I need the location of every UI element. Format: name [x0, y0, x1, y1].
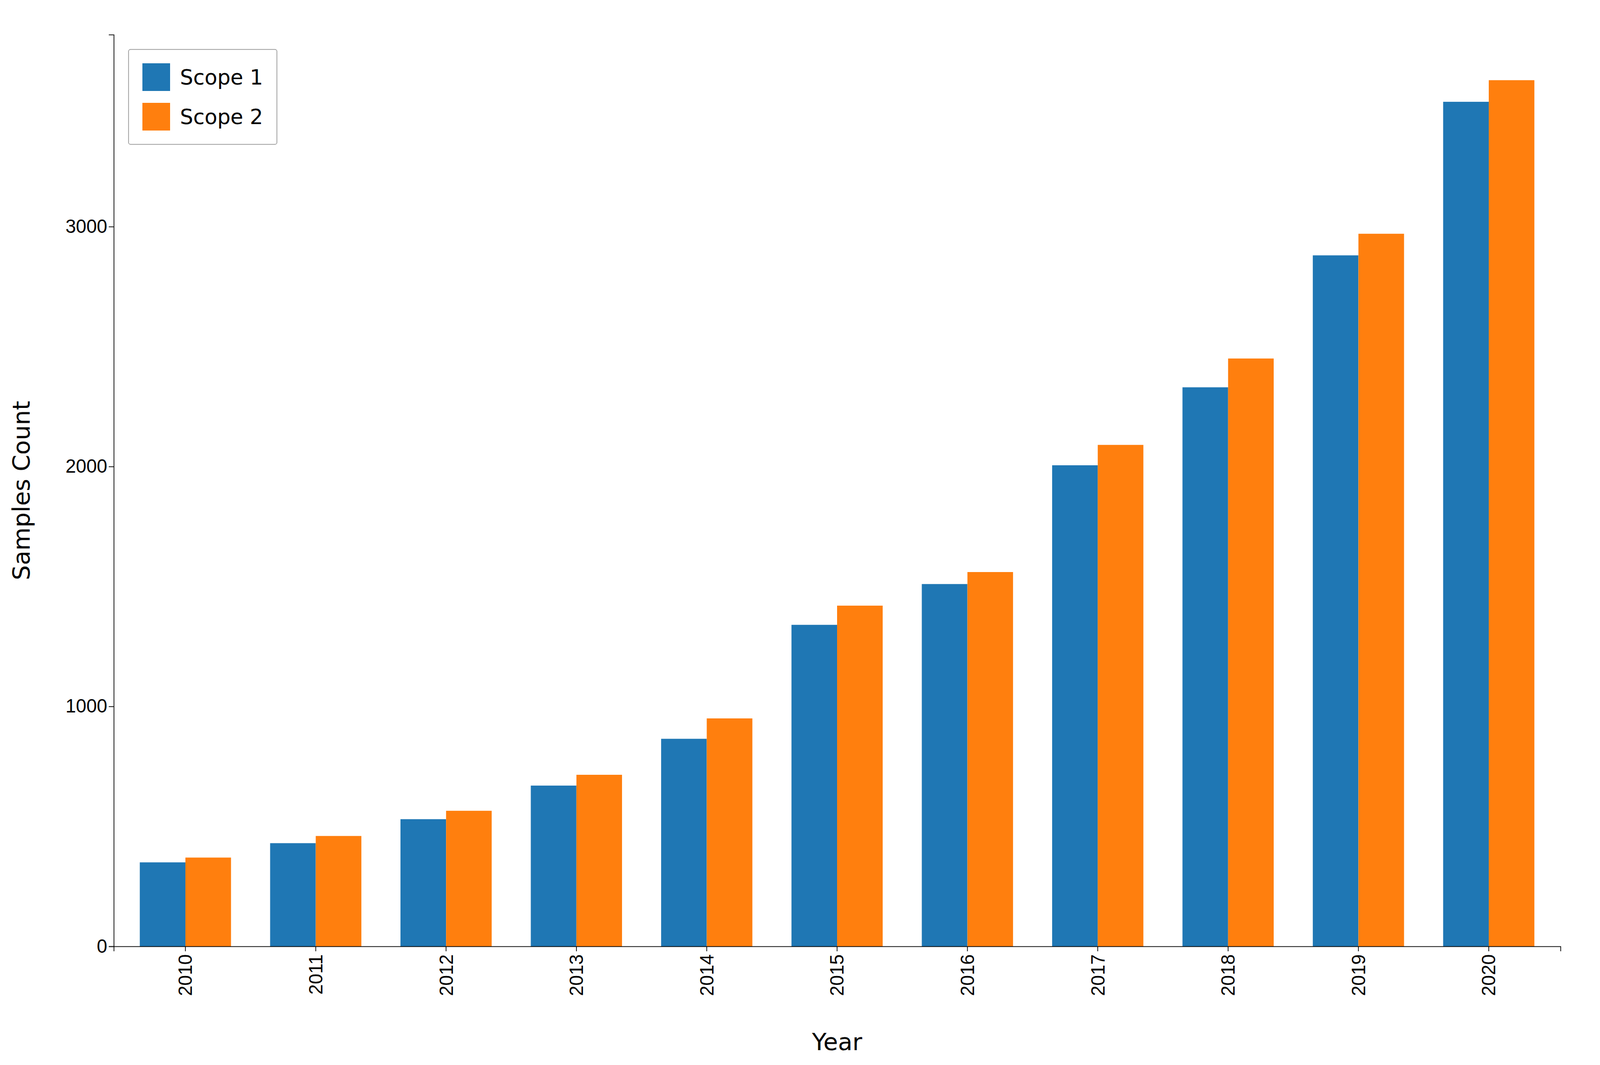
bar: [1097, 444, 1144, 947]
x-tick-label: 2020: [1478, 954, 1500, 997]
legend-item: Scope 2: [142, 102, 264, 131]
x-tick-mark: [706, 946, 708, 952]
x-tick: 2019: [1348, 946, 1370, 997]
x-tick-mark: [445, 946, 447, 952]
x-tick: 2013: [566, 946, 587, 997]
bar: [445, 810, 492, 947]
x-tick-label: 2013: [566, 954, 587, 997]
x-tick-label: 2012: [435, 954, 457, 997]
bar: [139, 862, 186, 947]
x-tick-mark: [1227, 946, 1229, 952]
bar: [1182, 387, 1229, 947]
x-tick-label: 2010: [175, 954, 196, 997]
legend-label: Scope 2: [179, 104, 264, 130]
y-tick-label: 1000: [65, 695, 108, 717]
bar: [1312, 255, 1359, 947]
bar: [1443, 101, 1489, 947]
chart: 2010 2011 2012 2013 2014 2015 2016 2017 2018 2019…: [0, 0, 1600, 1065]
bar: [967, 572, 1014, 947]
bar: [661, 738, 707, 947]
bar: [706, 718, 753, 947]
bar: [315, 836, 362, 947]
x-tick-label: 2016: [957, 954, 978, 997]
legend-label: Scope 1: [179, 65, 264, 90]
y-tick-label: 2000: [65, 455, 108, 477]
x-axis-title: Year: [811, 1027, 863, 1056]
x-tick-label: 2019: [1348, 954, 1370, 997]
x-tick-mark: [315, 946, 317, 952]
legend-item: Scope 1: [142, 63, 264, 91]
y-axis-line: [108, 35, 115, 947]
x-tick: 2018: [1217, 946, 1239, 997]
legend: Scope 1 Scope 2: [128, 49, 277, 145]
y-axis-title: Samples Count: [7, 400, 36, 581]
y-tick-mark: [108, 466, 114, 468]
x-tick-mark: [1358, 946, 1360, 952]
y-tick-label: 0: [96, 935, 108, 957]
y-tick: 2000: [65, 455, 114, 477]
x-tick: 2017: [1087, 946, 1109, 997]
x-tick: 2020: [1478, 946, 1500, 997]
bar: [269, 843, 316, 947]
x-tick-mark: [967, 946, 969, 952]
x-tick: 2010: [175, 946, 196, 997]
x-tick-mark: [576, 946, 578, 952]
legend-swatch: [142, 63, 171, 91]
x-tick-label: 2014: [696, 954, 718, 997]
bar: [576, 774, 623, 947]
y-axis: 0 1000 2000 3000: [65, 35, 114, 957]
bar: [400, 819, 446, 947]
x-axis: 2010 2011 2012 2013 2014 2015 2016 2017 2018 2019…: [114, 946, 1561, 997]
y-tick-mark: [108, 946, 114, 948]
legend-swatch: [142, 102, 171, 131]
bar: [791, 624, 838, 947]
x-tick-label: 2015: [826, 954, 848, 997]
legend-box: [128, 49, 277, 145]
y-tick-label: 3000: [65, 216, 108, 237]
x-tick-mark: [836, 946, 838, 952]
x-tick: 2016: [957, 946, 978, 997]
y-tick-mark: [108, 706, 114, 708]
x-tick-label: 2011: [305, 954, 327, 995]
x-tick-label: 2018: [1217, 954, 1239, 997]
x-tick: 2014: [696, 946, 718, 997]
bar: [921, 583, 968, 947]
plot: 2010 2011 2012 2013 2014 2015 2016 2017 2018 2019…: [65, 35, 1561, 997]
bar: [185, 857, 231, 947]
x-axis-line: [114, 946, 1561, 952]
bars: [139, 80, 1535, 947]
bar: [531, 785, 577, 947]
y-tick: 0: [96, 935, 114, 957]
y-tick-mark: [108, 226, 114, 228]
x-tick: 2011: [305, 946, 327, 995]
x-tick-label: 2017: [1087, 954, 1109, 997]
x-tick-mark: [184, 946, 186, 952]
bar-series: [185, 80, 1535, 947]
x-tick: 2015: [826, 946, 848, 997]
x-tick-mark: [1488, 946, 1490, 952]
bar: [1358, 233, 1404, 947]
y-tick: 1000: [65, 695, 114, 717]
bar-series: [139, 101, 1489, 947]
x-tick: 2012: [435, 946, 457, 997]
bar: [1052, 465, 1098, 947]
bar: [837, 605, 883, 947]
bar: [1488, 80, 1535, 947]
y-tick: 3000: [65, 216, 114, 237]
bar: [1228, 358, 1274, 947]
x-tick-mark: [1097, 946, 1099, 952]
